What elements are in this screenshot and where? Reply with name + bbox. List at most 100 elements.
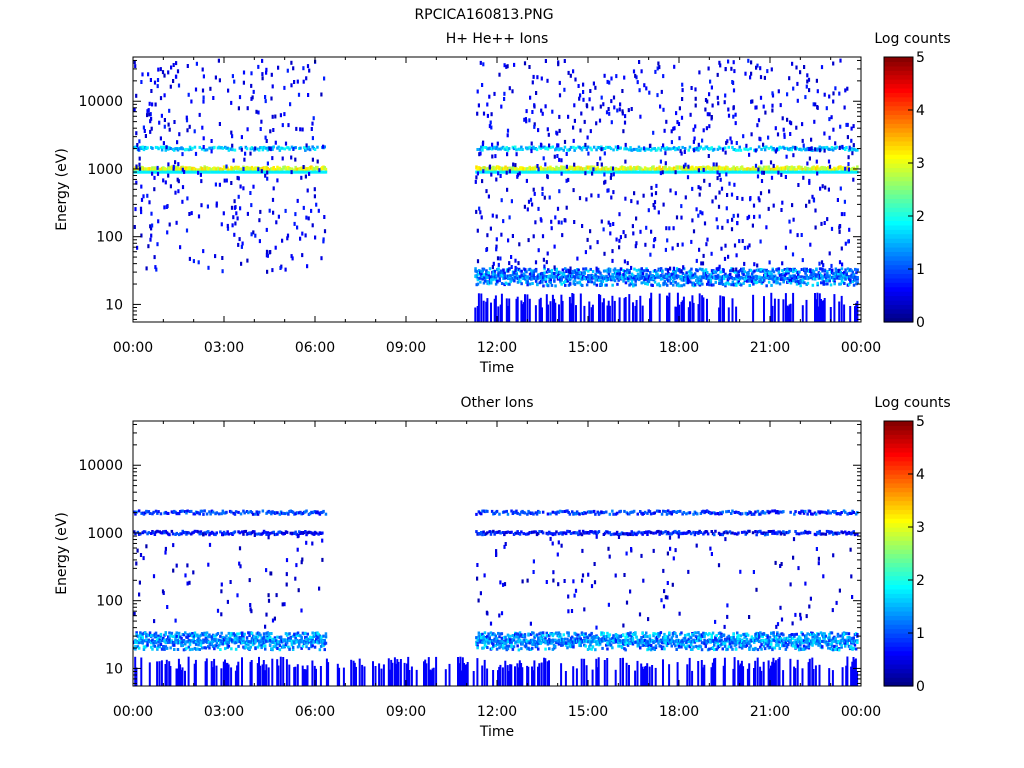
background-count	[190, 211, 193, 216]
band-pixel	[220, 512, 223, 516]
band-pixel	[681, 145, 684, 149]
band-pixel	[689, 280, 692, 284]
background-count	[582, 97, 585, 102]
background-count	[215, 201, 218, 206]
band-pixel	[480, 145, 483, 149]
background-count	[551, 109, 554, 114]
background-count	[757, 118, 761, 123]
background-count	[150, 89, 153, 93]
background-count	[197, 260, 200, 265]
low-energy-streak	[140, 657, 143, 686]
background-count	[257, 167, 260, 172]
band-pixel	[746, 529, 750, 533]
band-pixel	[559, 280, 562, 284]
background-count	[750, 132, 753, 137]
band-pixel	[520, 282, 523, 286]
background-count	[281, 238, 284, 243]
band-pixel	[624, 281, 628, 285]
background-count	[500, 198, 503, 203]
band-pixel	[173, 509, 176, 513]
band-pixel	[221, 509, 225, 513]
low-energy-streak	[549, 301, 552, 322]
band-pixel	[837, 272, 840, 276]
background-count	[221, 269, 224, 274]
band-pixel	[714, 512, 717, 516]
band-pixel	[518, 532, 522, 536]
low-energy-streak	[628, 294, 631, 322]
background-count	[638, 60, 641, 64]
band-pixel	[692, 512, 695, 516]
band-pixel	[239, 512, 243, 516]
band-pixel	[658, 532, 661, 536]
background-count	[600, 95, 603, 100]
background-count	[820, 221, 823, 226]
background-count	[490, 172, 493, 177]
band-pixel	[841, 531, 845, 535]
band-pixel	[584, 267, 588, 271]
band-pixel	[666, 509, 670, 513]
background-count	[546, 78, 549, 83]
background-count	[242, 70, 246, 75]
band-pixel	[619, 267, 623, 271]
band-pixel	[763, 148, 767, 152]
band-pixel	[589, 146, 592, 150]
low-energy-streak	[515, 298, 518, 322]
band-pixel	[719, 533, 722, 537]
band-pixel	[600, 145, 603, 149]
band-pixel	[764, 272, 767, 276]
background-count	[836, 198, 839, 202]
background-count	[239, 206, 242, 211]
band-pixel	[676, 282, 680, 286]
low-energy-streak	[179, 664, 182, 686]
band-pixel	[154, 509, 158, 513]
band-pixel	[727, 145, 730, 149]
band-pixel	[133, 530, 136, 534]
band-pixel	[852, 530, 855, 534]
low-energy-streak	[575, 305, 577, 322]
background-count	[750, 60, 753, 65]
background-count	[825, 106, 828, 111]
background-count	[659, 159, 662, 164]
band-pixel	[766, 274, 770, 278]
low-energy-streak	[601, 302, 604, 322]
band-pixel	[487, 273, 491, 277]
band-pixel	[647, 280, 651, 284]
background-count	[672, 126, 675, 131]
background-count	[832, 61, 835, 66]
band-pixel	[556, 273, 560, 277]
band-pixel	[188, 145, 192, 149]
background-count	[238, 95, 242, 100]
band-pixel	[819, 166, 823, 171]
band-pixel	[243, 511, 246, 515]
low-energy-streak	[698, 293, 701, 322]
band-pixel	[615, 530, 619, 534]
band-pixel	[283, 147, 286, 151]
background-count	[315, 202, 318, 207]
band-pixel	[481, 148, 484, 152]
background-count	[556, 206, 560, 211]
band-pixel	[530, 269, 533, 273]
band-pixel	[710, 275, 714, 279]
background-count	[529, 197, 533, 202]
background-count	[480, 215, 483, 220]
band-pixel	[740, 530, 744, 534]
colorbar-segment	[884, 154, 913, 160]
colorbar-segment	[884, 233, 913, 239]
band-pixel	[567, 511, 570, 514]
band-pixel	[300, 531, 303, 534]
band-pixel	[564, 283, 567, 287]
band-pixel	[822, 532, 825, 536]
band-pixel	[264, 170, 267, 174]
band-pixel	[747, 272, 750, 276]
background-count	[598, 118, 602, 123]
background-count	[485, 248, 488, 252]
background-count	[615, 237, 618, 242]
band-pixel	[157, 636, 160, 640]
band-pixel	[616, 272, 619, 276]
background-count	[487, 194, 490, 199]
background-count	[734, 121, 737, 126]
background-count	[168, 127, 171, 132]
background-count	[187, 92, 190, 97]
background-count	[768, 260, 771, 265]
band-pixel	[191, 531, 194, 535]
